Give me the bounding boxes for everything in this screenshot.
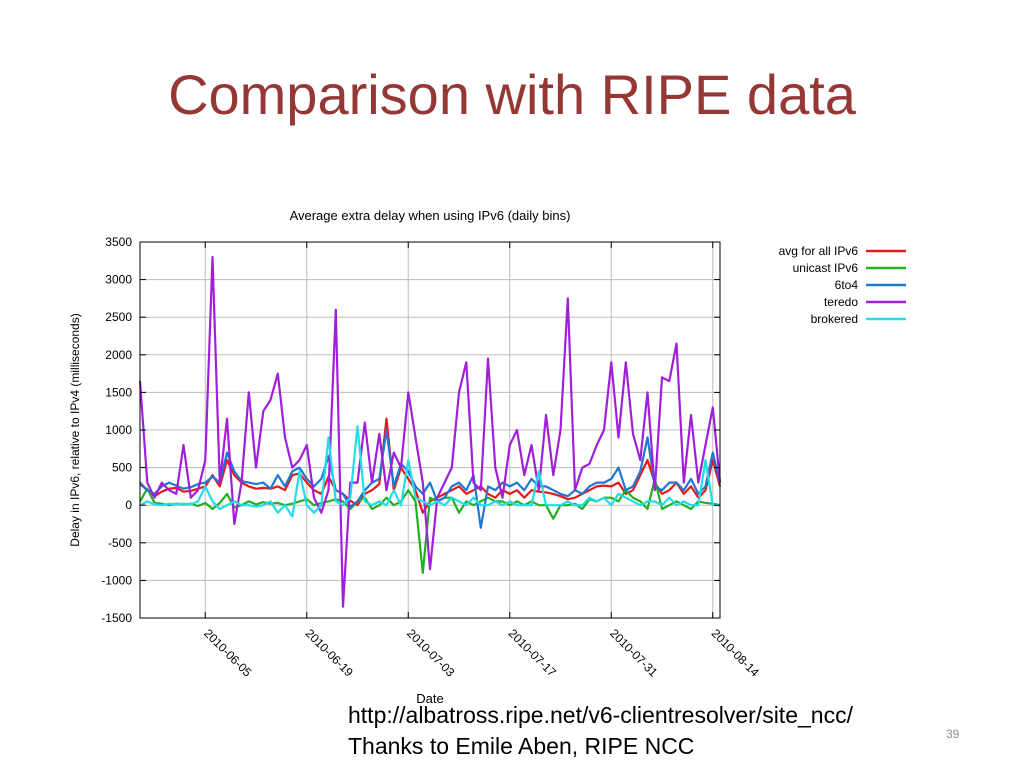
- legend-label: unicast IPv6: [793, 261, 859, 275]
- x-tick-label: 2010-07-03: [404, 626, 458, 680]
- source-url[interactable]: http://albatross.ripe.net/v6-clientresol…: [348, 702, 853, 728]
- x-tick-label: 2010-07-17: [506, 626, 560, 680]
- y-axis-label: Delay in IPv6, relative to IPv4 (millise…: [68, 313, 82, 546]
- x-tick-label: 2010-08-14: [709, 626, 763, 680]
- slide-number: 39: [946, 727, 960, 741]
- y-axis-ticks: -1500 -1000 -500 0 500 1000 1500 2000 2500 3000 35…: [101, 235, 720, 625]
- y-tick-label: 2500: [105, 310, 132, 324]
- y-tick-label: 0: [125, 498, 132, 512]
- y-tick-label: 3000: [105, 273, 132, 287]
- slide-title: Comparison with RIPE data: [168, 63, 856, 126]
- series-line-2: [139, 428, 722, 529]
- series-lines: [138, 255, 722, 608]
- x-tick-label: 2010-06-05: [201, 626, 255, 680]
- credit-line: Thanks to Emile Aben, RIPE NCC: [348, 733, 695, 759]
- chart-title: Average extra delay when using IPv6 (dai…: [290, 208, 571, 223]
- x-axis-label: Date: [416, 691, 443, 706]
- y-tick-label: 500: [112, 461, 132, 475]
- legend-label: teredo: [824, 295, 858, 309]
- delay-chart: Average extra delay when using IPv6 (dai…: [68, 208, 906, 706]
- series-line-3: [138, 255, 722, 608]
- y-tick-label: 2000: [105, 348, 132, 362]
- legend-label: avg for all IPv6: [779, 244, 859, 258]
- legend-label: brokered: [811, 312, 858, 326]
- y-tick-label: -1500: [101, 611, 132, 625]
- y-tick-label: 1000: [105, 423, 132, 437]
- x-tick-label: 2010-07-31: [607, 626, 661, 680]
- series-line-4: [139, 425, 720, 518]
- y-tick-label: 3500: [105, 235, 132, 249]
- y-tick-label: -1000: [101, 573, 132, 587]
- y-tick-label: -500: [108, 536, 132, 550]
- y-tick-label: 1500: [105, 385, 132, 399]
- legend-label: 6to4: [835, 278, 859, 292]
- chart-legend: avg for all IPv6 unicast IPv6 6to4 teredo br…: [779, 244, 906, 326]
- x-tick-label: 2010-06-19: [303, 626, 357, 680]
